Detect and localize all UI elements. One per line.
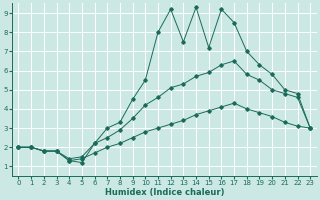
X-axis label: Humidex (Indice chaleur): Humidex (Indice chaleur): [105, 188, 224, 197]
